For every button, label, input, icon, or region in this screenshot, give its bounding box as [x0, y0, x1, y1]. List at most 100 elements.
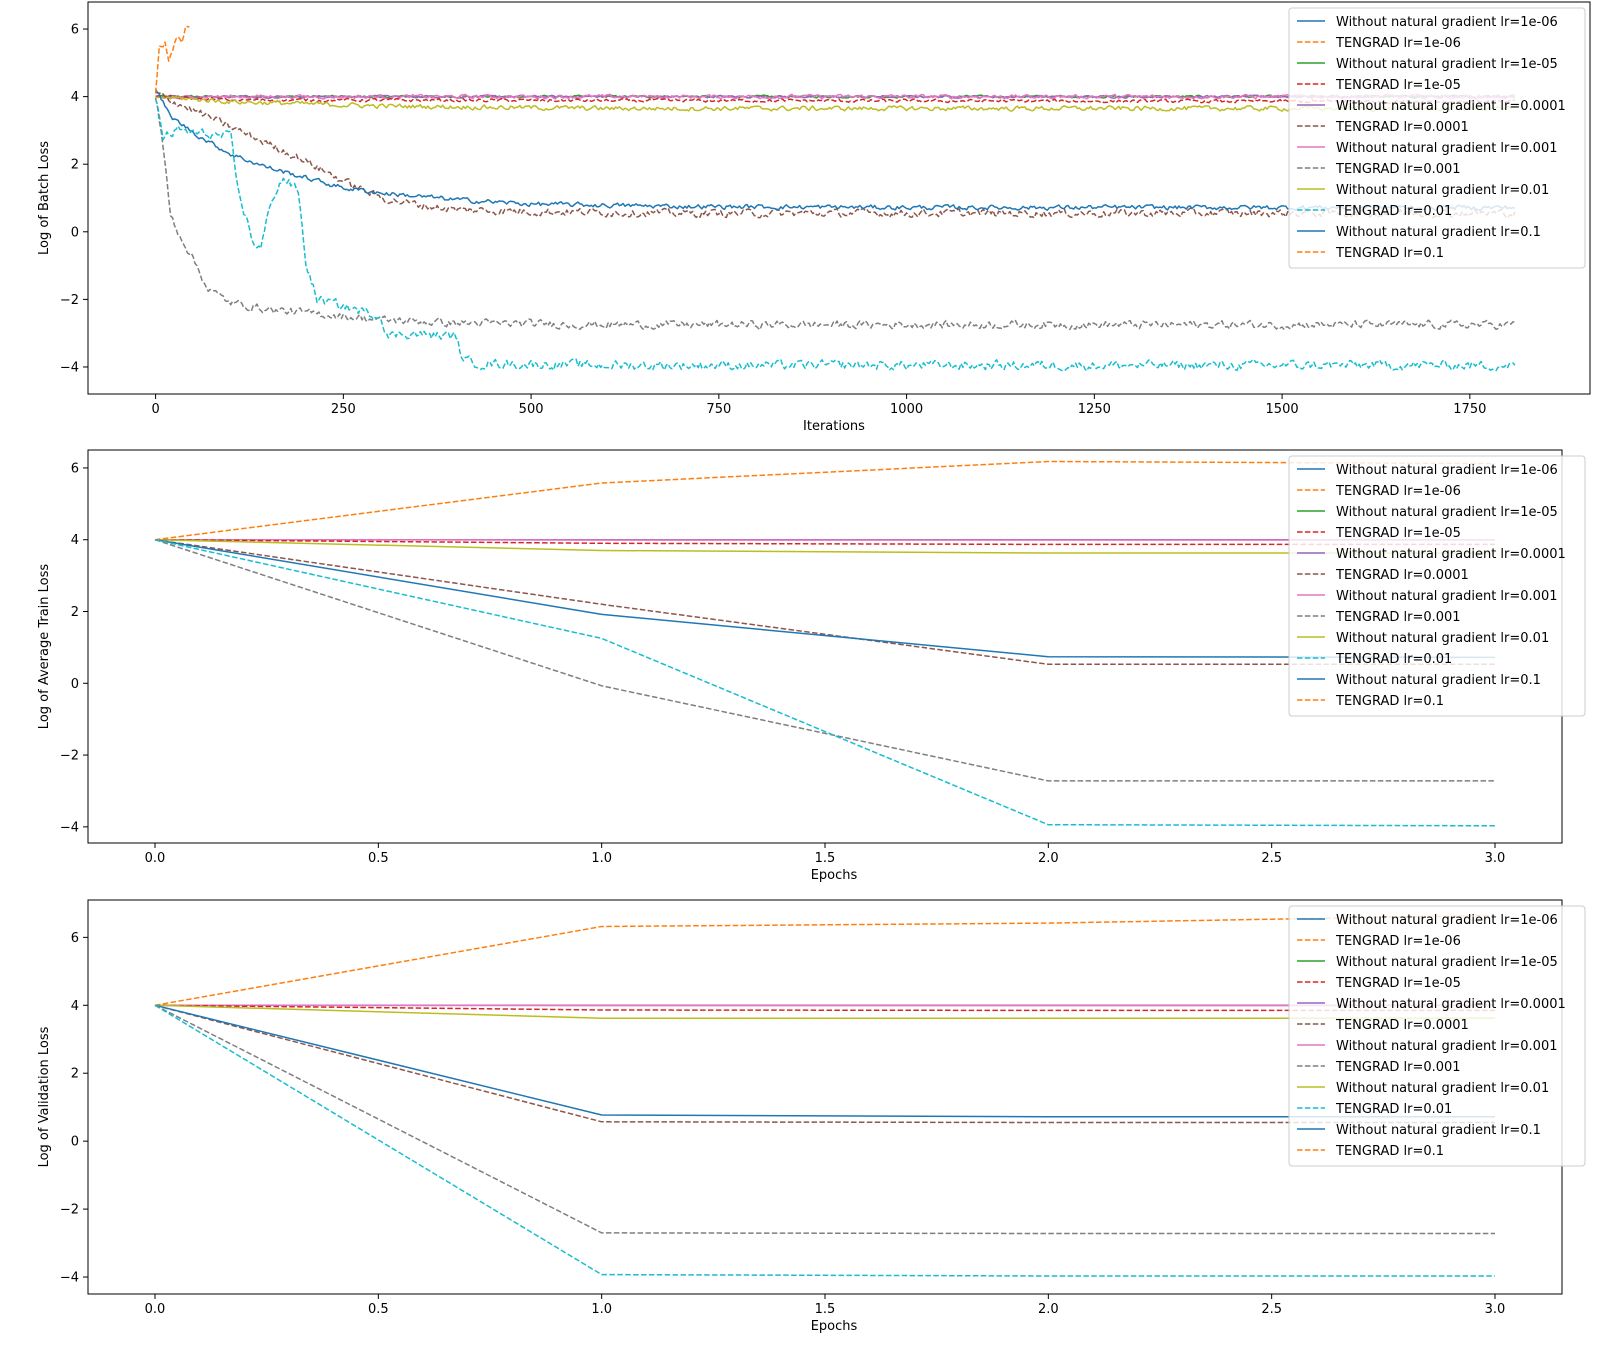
- series-line-5: [154, 1004, 1495, 1012]
- y-tick-label: −4: [60, 1271, 79, 1286]
- legend-label: TENGRAD lr=0.1: [1335, 246, 1444, 261]
- x-tick-label: 0.0: [145, 851, 166, 866]
- x-axis-label: Epochs: [811, 868, 858, 883]
- plot-lines: [154, 914, 1496, 1277]
- x-tick-label: 3.0: [1485, 851, 1506, 866]
- chart-panel-3: 0.0 0.5 1.0 1.5 2.0 2.5 3.0 −4 −2 0 2 4 6 Epochs Log o…: [37, 899, 1586, 1334]
- legend-label: TENGRAD lr=0.001: [1335, 162, 1461, 177]
- series-line-6: [154, 1004, 1495, 1019]
- legend-label: Without natural gradient lr=1e-06: [1336, 463, 1558, 478]
- y-tick-label: −2: [60, 749, 79, 764]
- x-tick-label: 2.5: [1261, 851, 1282, 866]
- y-tick-label: −2: [60, 293, 79, 308]
- series-line-7: [154, 538, 1495, 666]
- series-line-3: [155, 93, 1516, 101]
- plot-lines: [154, 25, 1516, 372]
- legend-label: TENGRAD lr=0.01: [1335, 204, 1452, 219]
- series-line-6: [155, 91, 1516, 219]
- x-tick-label: 2.0: [1038, 1302, 1059, 1317]
- y-tick-label: 0: [71, 225, 79, 240]
- x-tick-label: 1.5: [815, 851, 836, 866]
- legend-label: TENGRAD lr=0.001: [1335, 610, 1461, 625]
- y-tick-label: −4: [60, 360, 79, 375]
- x-axis-label: Iterations: [803, 419, 865, 434]
- x-tick-label: 1500: [1266, 402, 1299, 417]
- x-tick-label: 2.5: [1261, 1302, 1282, 1317]
- legend: Without natural gradient lr=1e-06 TENGRAD…: [1288, 905, 1586, 1167]
- series-line-5: [154, 538, 1495, 546]
- legend-label: TENGRAD lr=0.1: [1335, 694, 1444, 709]
- chart-panel-1: 0 250 500 750 1000 1250 1500 1750 −4 −2 0 2 4 6 Iterat…: [37, 1, 1591, 434]
- series-line-1: [154, 460, 1496, 541]
- legend-label: TENGRAD lr=0.01: [1335, 1102, 1452, 1117]
- series-line-9: [154, 538, 1495, 782]
- legend: Without natural gradient lr=1e-06 TENGRAD…: [1288, 7, 1586, 269]
- legend-label: Without natural gradient lr=0.1: [1336, 225, 1541, 240]
- x-tick-label: 1000: [890, 402, 923, 417]
- legend-label: Without natural gradient lr=0.1: [1336, 1123, 1541, 1138]
- plot-lines: [154, 460, 1496, 827]
- x-tick-label: 1.0: [591, 851, 612, 866]
- legend-label: Without natural gradient lr=1e-06: [1336, 913, 1558, 928]
- legend-label: Without natural gradient lr=1e-06: [1336, 15, 1558, 30]
- y-tick-label: 6: [71, 931, 79, 946]
- y-tick-label: 2: [71, 1067, 79, 1082]
- chart-panel-2: 0.0 0.5 1.0 1.5 2.0 2.5 3.0 −4 −2 0 2 4 6 Epochs Log o…: [37, 449, 1586, 883]
- y-tick-label: 6: [71, 23, 79, 38]
- legend-label: Without natural gradient lr=1e-05: [1336, 57, 1558, 72]
- x-tick-label: 1.5: [815, 1302, 836, 1317]
- x-tick-label: 0.5: [368, 851, 389, 866]
- legend-label: Without natural gradient lr=0.0001: [1336, 99, 1566, 114]
- series-line-8: [154, 1004, 1495, 1118]
- y-axis-label: Log of Validation Loss: [37, 1026, 52, 1167]
- legend-label: Without natural gradient lr=0.0001: [1336, 547, 1566, 562]
- series-line-1: [154, 914, 1496, 1007]
- y-axis-label: Log of Batch Loss: [37, 141, 52, 255]
- legend-label: TENGRAD lr=1e-06: [1335, 484, 1461, 499]
- x-tick-label: 500: [519, 402, 544, 417]
- legend-label: TENGRAD lr=1e-05: [1335, 78, 1461, 93]
- series-line-7: [154, 88, 1516, 211]
- y-tick-label: 4: [71, 999, 79, 1014]
- series-line-8: [154, 97, 1516, 331]
- legend-label: TENGRAD lr=0.0001: [1335, 120, 1469, 135]
- legend-label: TENGRAD lr=1e-06: [1335, 934, 1461, 949]
- y-tick-label: −4: [60, 820, 79, 835]
- legend-label: Without natural gradient lr=1e-05: [1336, 505, 1558, 520]
- legend-label: Without natural gradient lr=0.0001: [1336, 997, 1566, 1012]
- y-tick-label: −2: [60, 1203, 79, 1218]
- legend-box: [1288, 905, 1586, 1167]
- legend-label: TENGRAD lr=1e-05: [1335, 526, 1461, 541]
- series-line-5: [155, 95, 1515, 113]
- series-line-4: [155, 94, 1516, 105]
- legend-label: TENGRAD lr=0.001: [1335, 1060, 1461, 1075]
- legend-label: TENGRAD lr=0.01: [1335, 652, 1452, 667]
- y-tick-label: 4: [71, 90, 79, 105]
- legend-label: Without natural gradient lr=0.01: [1336, 183, 1549, 198]
- legend-label: Without natural gradient lr=0.01: [1336, 1081, 1549, 1096]
- legend-label: Without natural gradient lr=1e-05: [1336, 955, 1558, 970]
- x-tick-label: 0.0: [145, 1302, 166, 1317]
- legend-label: Without natural gradient lr=0.001: [1336, 589, 1558, 604]
- legend-box: [1288, 455, 1586, 717]
- legend-label: TENGRAD lr=0.0001: [1335, 568, 1469, 583]
- legend-label: TENGRAD lr=1e-06: [1335, 36, 1461, 51]
- x-tick-label: 2.0: [1038, 851, 1059, 866]
- series-line-10: [154, 25, 190, 94]
- x-tick-label: 1.0: [591, 1302, 612, 1317]
- legend-box: [1288, 7, 1586, 269]
- x-tick-label: 250: [331, 402, 356, 417]
- legend-label: TENGRAD lr=0.1: [1335, 1144, 1444, 1159]
- y-tick-label: 0: [71, 677, 79, 692]
- series-line-9: [154, 1004, 1495, 1235]
- y-tick-label: 6: [71, 461, 79, 476]
- x-tick-label: 0: [151, 402, 159, 417]
- series-line-9: [154, 98, 1516, 372]
- x-tick-label: 1750: [1453, 402, 1486, 417]
- axes-frame: [87, 1, 1591, 395]
- y-tick-label: 0: [71, 1135, 79, 1150]
- series-line-6: [154, 538, 1495, 554]
- legend: Without natural gradient lr=1e-06 TENGRAD…: [1288, 455, 1586, 717]
- legend-label: Without natural gradient lr=0.001: [1336, 141, 1558, 156]
